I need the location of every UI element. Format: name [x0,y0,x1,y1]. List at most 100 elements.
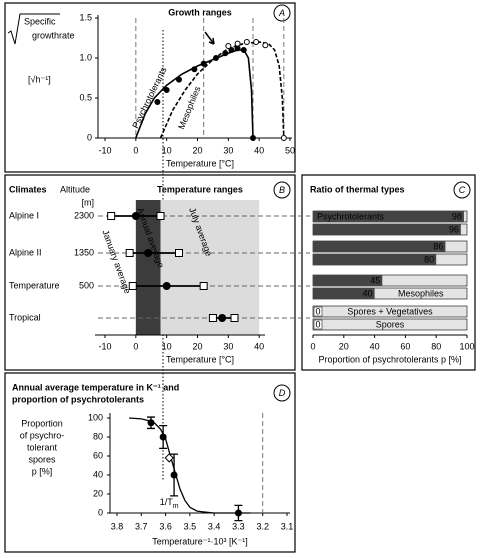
panel-d-frame [4,372,296,553]
bar [313,224,461,235]
altitude-label: 1350 [74,247,94,257]
fit-curve [129,417,251,514]
panel-title: Ratio of thermal types [310,184,405,194]
bar-label: Spores + Vegetatives [347,306,433,316]
annual-marker [162,282,171,290]
row-header: Climates [9,184,47,194]
x-tick-label: 100 [459,341,474,351]
x-tick-label: 20 [192,145,202,155]
growth-curve [135,49,254,139]
annotation-subscript: m [173,503,179,510]
bar-background [312,305,468,318]
y-tick-label: 0.5 [79,92,92,102]
x-tick-label: 3.4 [208,521,221,531]
y-axis-label: Proportion [21,418,63,428]
panel-title: Temperature ranges [157,184,243,194]
x-axis-label: Temperature⁻¹·10³ [K⁻¹] [152,536,248,546]
row-label: Alpine I [9,210,39,220]
y-tick-label: 1.5 [79,12,92,22]
month-marker [107,212,116,220]
y-tick-label: 0 [98,507,103,517]
bar [313,288,375,299]
bar [313,241,446,252]
y-axis-label: of psychro- [20,430,65,440]
bar-label: Spores [376,319,405,329]
value-label-bg [313,319,323,330]
panel-letter-circle [273,181,291,199]
panel-title: proportion of psychrotolerants [12,394,144,404]
x-tick-label: 10 [162,145,172,155]
value-label: 96 [449,224,459,234]
y-axis-label: p [%] [32,466,53,476]
panel-title: Growth ranges [168,7,232,17]
data-point [234,509,242,517]
value-label: 98 [452,211,462,221]
panel-c-frame [301,174,476,371]
y-tick-label: 0 [87,132,92,142]
panel-letter-circle [273,4,291,22]
y-axis-unit: [√h⁻¹] [28,74,51,84]
value-label: 0 [315,319,320,329]
data-point [176,76,182,83]
x-tick-label: 30 [223,341,233,351]
y-axis-label: spores [28,454,56,464]
data-point [225,43,232,49]
annual-marker [144,249,153,257]
radical-sign [7,13,60,45]
panel-letter: C [459,185,466,195]
x-tick-label: 40 [254,341,264,351]
value-label: 0 [315,306,320,316]
month-marker [175,249,183,257]
y-axis-label: tolerant [27,442,58,452]
panel-letter-circle [273,384,291,402]
shaded-range [135,200,161,335]
value-label: 45 [370,275,380,285]
data-point [147,419,155,427]
x-tick-label: 0 [310,341,315,351]
data-point [253,39,260,45]
value-label: 86 [433,241,443,251]
altitude-header: Altitude [60,184,90,194]
x-axis-label: Temperature [°C] [166,354,234,364]
x-tick-label: 50 [285,145,295,155]
x-tick-label: 30 [223,145,233,155]
data-point [240,47,247,53]
shaded-range [160,200,260,335]
x-tick-label: 3.5 [184,521,197,531]
bar [313,211,464,222]
row-label: Temperature [9,280,60,290]
bar [313,254,437,265]
x-tick-label: -10 [98,145,111,155]
data-point [191,66,198,73]
month-marker [199,282,208,290]
bar-background [312,318,468,331]
month-marker [156,212,165,220]
panel-letter: B [279,185,285,195]
x-axis-label: Proportion of psychrotolerants p [%] [318,354,461,364]
data-point [200,60,207,67]
panel-a-frame [4,2,296,173]
x-tick-label: 3.2 [256,521,269,531]
bar [313,275,383,286]
panel-letter: A [278,8,285,18]
x-tick-label: 80 [431,341,441,351]
x-tick-label: 60 [400,341,410,351]
x-tick-label: 0 [133,341,138,351]
row-label: Alpine II [9,247,42,257]
month-marker [128,282,137,290]
arrow [204,31,215,45]
bar-label: Mesophiles [398,288,444,298]
altitude-unit: [m] [82,197,95,207]
x-tick-label: 40 [254,145,264,155]
annotation: 1/Tm [160,497,179,509]
altitude-label: 500 [79,280,94,290]
x-tick-label: 10 [162,341,172,351]
y-axis-label: Specific [24,16,56,26]
x-tick-label: 3.6 [159,521,172,531]
bar-label: Psychrotolerants [317,211,385,221]
data-point [159,433,167,441]
x-tick-label: 40 [370,341,380,351]
y-axis-label: growthrate [32,30,75,40]
data-point [280,135,287,141]
